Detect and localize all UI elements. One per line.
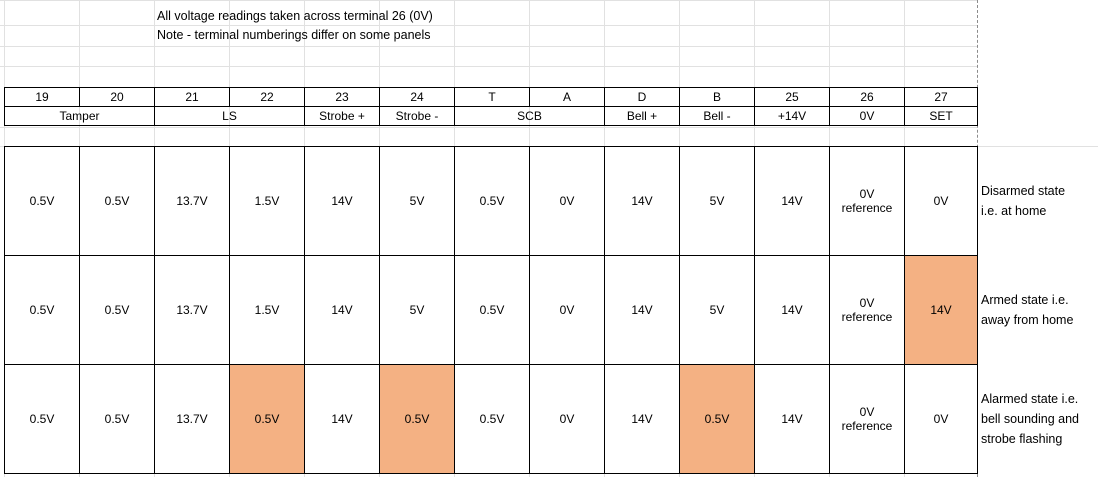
reference-bottom-text: reference xyxy=(841,310,893,324)
reading-cell: 14V xyxy=(304,255,380,365)
reading-cell: 14V xyxy=(304,364,380,474)
table-row-disarmed: 0.5V 0.5V 13.7V 1.5V 14V 5V 0.5V 0V 14V … xyxy=(4,146,978,256)
terminal-cell: 20 xyxy=(79,87,155,107)
reading-cell: 13.7V xyxy=(154,146,230,256)
reading-cell: 1.5V xyxy=(229,146,305,256)
terminal-cell: 26 xyxy=(829,87,905,107)
reading-cell: 0.5V xyxy=(4,255,80,365)
reading-cell: 14V xyxy=(754,146,830,256)
group-cell-0v: 0V xyxy=(829,106,905,126)
gridline xyxy=(0,25,977,26)
reading-cell: 5V xyxy=(379,255,455,365)
state-label-line: Disarmed state xyxy=(981,184,1066,198)
gridline xyxy=(0,66,977,67)
reading-cell: 14V xyxy=(604,255,680,365)
group-cell-set: SET xyxy=(904,106,978,126)
terminal-cell: 23 xyxy=(304,87,380,107)
reference-top-text: 0V xyxy=(859,405,875,419)
reference-cell: 0V reference xyxy=(829,255,905,365)
page-break-line xyxy=(977,0,978,477)
state-label-line: Alarmed state i.e. xyxy=(981,392,1079,406)
state-label-line: i.e. at home xyxy=(981,204,1047,218)
terminal-group-row: Tamper LS Strobe + Strobe - SCB Bell + B… xyxy=(4,106,978,126)
state-label-line: away from home xyxy=(981,313,1074,327)
reading-cell: 14V xyxy=(754,255,830,365)
state-label-alarmed: Alarmed state i.e. bell sounding and str… xyxy=(981,389,1079,449)
reference-bottom-text: reference xyxy=(841,419,893,433)
group-cell-strobe-plus: Strobe + xyxy=(304,106,380,126)
state-label-armed: Armed state i.e. away from home xyxy=(981,290,1073,330)
gridline xyxy=(0,127,977,128)
state-label-disarmed: Disarmed state i.e. at home xyxy=(981,181,1065,221)
reading-cell: 0.5V xyxy=(79,364,155,474)
reference-bottom-text: reference xyxy=(841,201,893,215)
reading-cell: 0.5V xyxy=(229,364,305,474)
reading-cell: 14V xyxy=(754,364,830,474)
group-cell-tamper: Tamper xyxy=(4,106,155,126)
terminal-cell: 24 xyxy=(379,87,455,107)
reference-top-text: 0V xyxy=(859,296,875,310)
reading-cell: 14V xyxy=(604,146,680,256)
reading-cell: 0.5V xyxy=(4,364,80,474)
reading-cell: 0V xyxy=(904,146,978,256)
group-cell-strobe-minus: Strobe - xyxy=(379,106,455,126)
reading-cell: 0V xyxy=(529,255,605,365)
reading-cell: 0.5V xyxy=(679,364,755,474)
reading-cell: 0.5V xyxy=(79,146,155,256)
reading-cell: 1.5V xyxy=(229,255,305,365)
note-line-2: Note - terminal numberings differ on som… xyxy=(157,28,431,42)
group-cell-bell-plus: Bell + xyxy=(604,106,680,126)
state-label-line: bell sounding and xyxy=(981,412,1079,426)
terminal-cell: 25 xyxy=(754,87,830,107)
group-cell-scb: SCB xyxy=(454,106,605,126)
group-cell-plus-14v: +14V xyxy=(754,106,830,126)
reading-cell: 5V xyxy=(379,146,455,256)
group-cell-bell-minus: Bell - xyxy=(679,106,755,126)
terminal-cell: B xyxy=(679,87,755,107)
terminal-cell: T xyxy=(454,87,530,107)
reading-cell: 0.5V xyxy=(379,364,455,474)
terminal-cell: 21 xyxy=(154,87,230,107)
reading-cell: 0V xyxy=(529,364,605,474)
terminal-cell: D xyxy=(604,87,680,107)
reference-top-text: 0V xyxy=(859,187,875,201)
state-label-line: strobe flashing xyxy=(981,432,1063,446)
terminal-header-table: 19 20 21 22 23 24 T A D B 25 26 27 Tampe… xyxy=(4,87,978,126)
terminal-cell: A xyxy=(529,87,605,107)
reading-cell: 0.5V xyxy=(79,255,155,365)
reading-cell: 0.5V xyxy=(454,364,530,474)
reading-cell: 0.5V xyxy=(454,255,530,365)
reading-cell: 5V xyxy=(679,146,755,256)
reading-cell: 14V xyxy=(604,364,680,474)
reference-cell: 0V reference xyxy=(829,364,905,474)
table-row-armed: 0.5V 0.5V 13.7V 1.5V 14V 5V 0.5V 0V 14V … xyxy=(4,255,978,365)
state-label-line: Armed state i.e. xyxy=(981,293,1069,307)
terminal-cell: 27 xyxy=(904,87,978,107)
group-cell-ls: LS xyxy=(154,106,305,126)
reading-cell: 14V xyxy=(904,255,978,365)
reading-cell: 0.5V xyxy=(4,146,80,256)
gridline xyxy=(0,46,977,47)
reading-cell: 0.5V xyxy=(454,146,530,256)
reference-cell: 0V reference xyxy=(829,146,905,256)
reading-cell: 13.7V xyxy=(154,255,230,365)
table-row-alarmed: 0.5V 0.5V 13.7V 0.5V 14V 0.5V 0.5V 0V 14… xyxy=(4,364,978,474)
voltage-readings-table: 0.5V 0.5V 13.7V 1.5V 14V 5V 0.5V 0V 14V … xyxy=(4,146,978,474)
reading-cell: 0V xyxy=(529,146,605,256)
reading-cell: 0V xyxy=(904,364,978,474)
reading-cell: 5V xyxy=(679,255,755,365)
reading-cell: 14V xyxy=(304,146,380,256)
note-line-1: All voltage readings taken across termin… xyxy=(157,9,433,23)
reading-cell: 13.7V xyxy=(154,364,230,474)
gridline xyxy=(0,0,977,1)
terminal-number-row: 19 20 21 22 23 24 T A D B 25 26 27 xyxy=(4,87,978,107)
terminal-cell: 22 xyxy=(229,87,305,107)
terminal-cell: 19 xyxy=(4,87,80,107)
